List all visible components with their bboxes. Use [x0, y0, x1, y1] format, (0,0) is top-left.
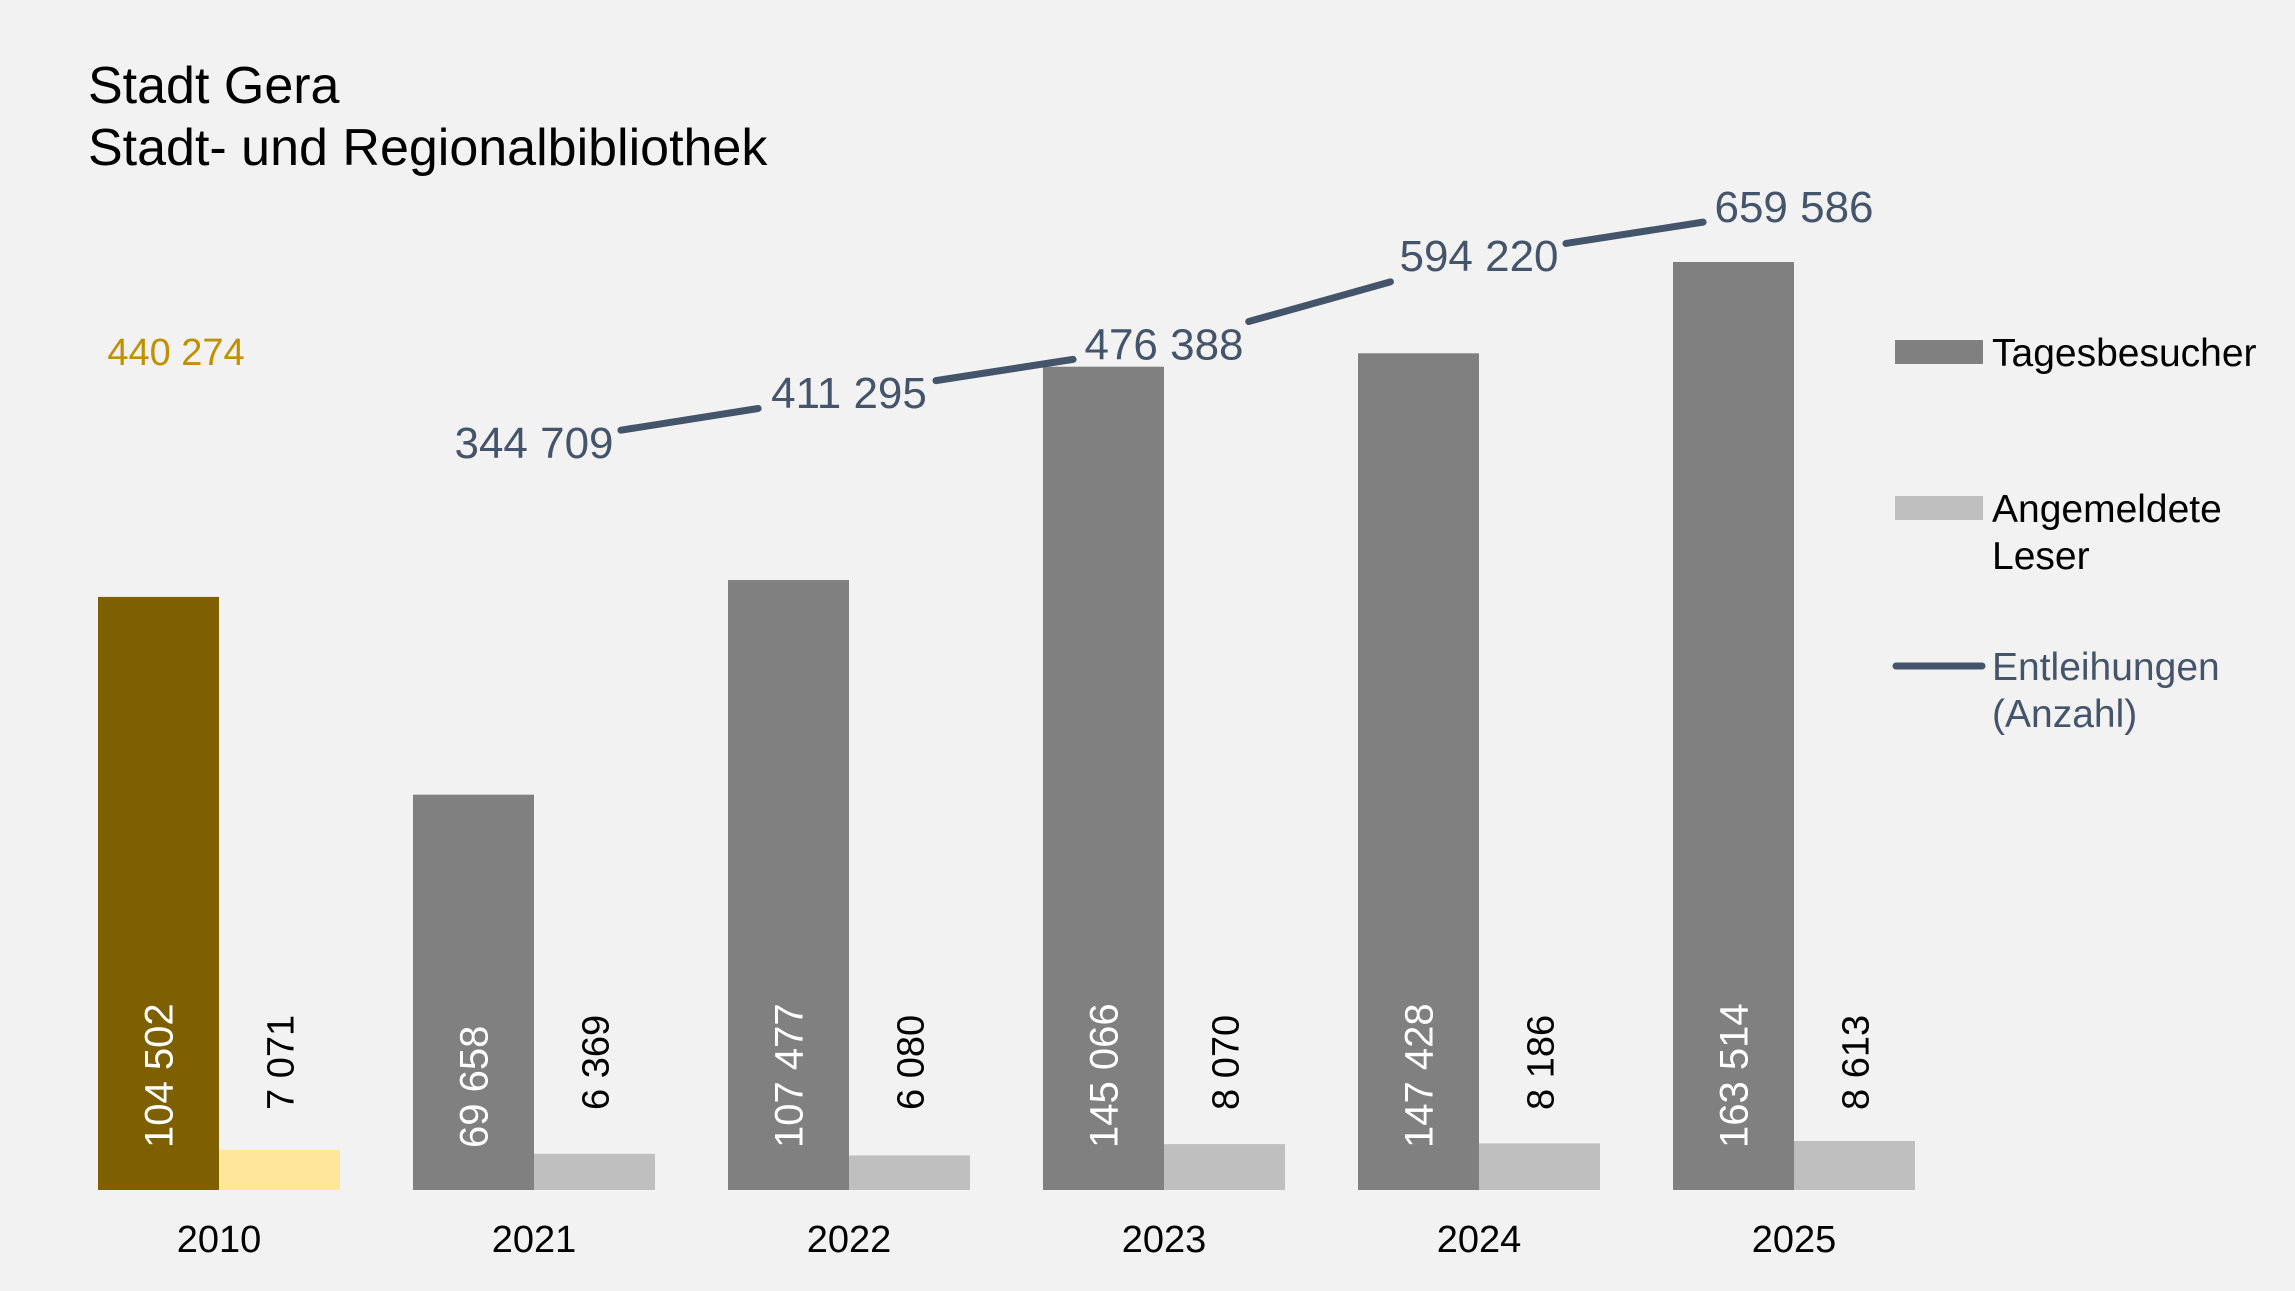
tick-label-2023: 2023: [1122, 1219, 1207, 1261]
label-leser-2025: 8 613: [1836, 1015, 1878, 1110]
tick-label-2022: 2022: [807, 1219, 892, 1261]
legend-label-entleihungen-0: Entleihungen: [1992, 646, 2220, 689]
bar-tagesbesucher-2021: [413, 794, 534, 1190]
line-entleihungen-segment-2021-2022: [617, 404, 762, 434]
label-leser-2010: 7 071: [261, 1015, 303, 1110]
label-entleihungen-2024: 594 220: [1399, 232, 1558, 281]
legend-label-angemeldete_leser-0: Angemeldete: [1992, 488, 2222, 531]
bar-leser-2021: [534, 1153, 655, 1190]
bar-leser-2023: [1164, 1144, 1285, 1190]
bar-tagesbesucher-2024: [1358, 353, 1479, 1190]
bars-layer: [98, 262, 1915, 1190]
label-entleihungen-2025: 659 586: [1714, 183, 1873, 232]
label-tagesbesucher-2022: 107 477: [768, 1003, 812, 1148]
label-tagesbesucher-2023: 145 066: [1083, 1003, 1127, 1148]
bar-leser-2025: [1794, 1141, 1915, 1190]
label-entleihungen-2021: 344 709: [454, 419, 613, 468]
label-leser-2023: 8 070: [1206, 1015, 1248, 1110]
label-tagesbesucher-2024: 147 428: [1398, 1003, 1442, 1148]
legend-label-tagesbesucher-0: Tagesbesucher: [1992, 332, 2257, 375]
label-leser-2022: 6 080: [891, 1015, 933, 1110]
line-entleihungen-segment-2023-2024: [1245, 278, 1394, 326]
legend-label-entleihungen-1: (Anzahl): [1992, 693, 2137, 736]
label-entleihungen-2022: 411 295: [771, 369, 927, 418]
line-entleihungen-segment-2022-2023: [932, 355, 1077, 385]
tick-label-2024: 2024: [1437, 1219, 1522, 1261]
bar-tagesbesucher-2010: [98, 596, 219, 1190]
legend-swatch-tagesbesucher: [1895, 340, 1983, 364]
line-layer: [617, 218, 1707, 434]
bar-leser-2024: [1479, 1143, 1600, 1190]
bar-tagesbesucher-2023: [1043, 366, 1164, 1190]
legend-swatch-angemeldete_leser: [1895, 496, 1983, 520]
line-entleihungen-segment-2024-2025: [1562, 218, 1707, 247]
label-entleihungen-2023: 476 388: [1084, 320, 1243, 369]
chart-title-line-2: Stadt- und Regionalbibliothek: [88, 119, 768, 177]
tick-label-2025: 2025: [1752, 1219, 1837, 1261]
tick-label-2021: 2021: [492, 1219, 577, 1261]
label-tagesbesucher-2010: 104 502: [138, 1003, 182, 1148]
label-tagesbesucher-2021: 69 658: [453, 1026, 497, 1148]
labels-layer: 104 502 7 071 2010 69 658 6 369 2021 107 477 6 …: [107, 183, 1877, 1261]
legend-label-angemeldete_leser-1: Leser: [1992, 535, 2090, 578]
bar-tagesbesucher-2025: [1673, 262, 1794, 1190]
bar-leser-2010: [219, 1149, 340, 1190]
bar-tagesbesucher-2022: [728, 580, 849, 1190]
tick-label-2010: 2010: [177, 1219, 262, 1261]
label-entleihungen-2010: 440 274: [107, 332, 244, 374]
label-leser-2024: 8 186: [1521, 1015, 1563, 1110]
bar-leser-2022: [849, 1155, 970, 1190]
label-tagesbesucher-2025: 163 514: [1713, 1003, 1757, 1148]
chart-title-line-1: Stadt Gera: [88, 57, 340, 115]
label-leser-2021: 6 369: [576, 1015, 618, 1110]
